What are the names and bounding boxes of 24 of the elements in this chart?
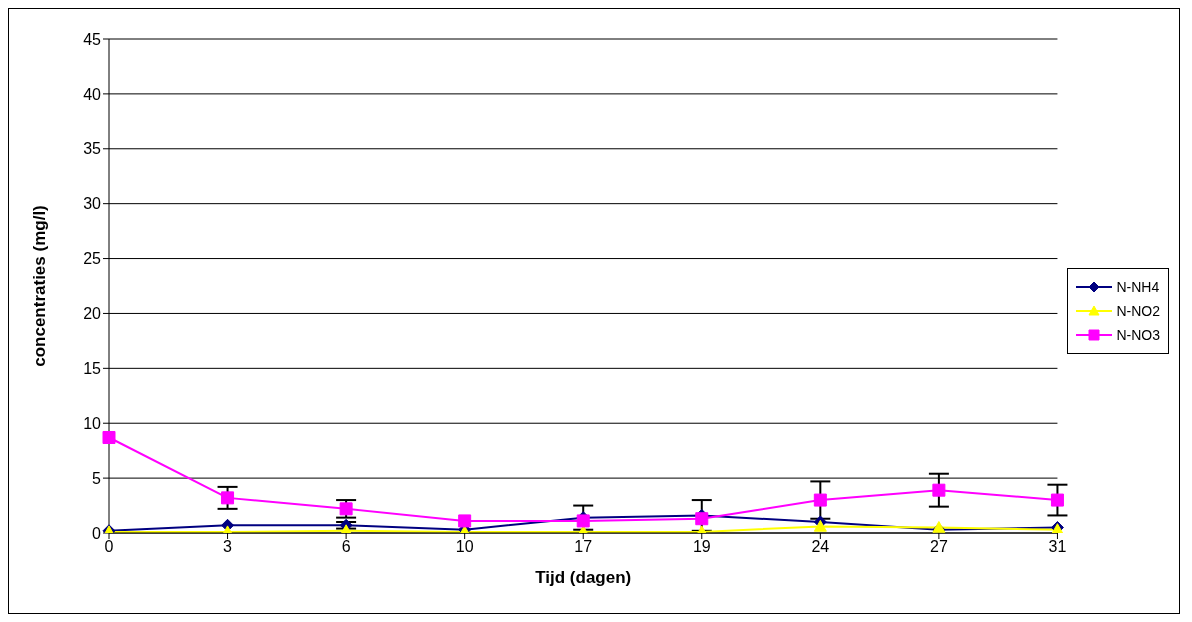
- x-tick-label: 17: [574, 538, 593, 556]
- x-axis-title: Tijd (dagen): [535, 568, 632, 587]
- y-tick-label: 5: [92, 469, 102, 487]
- y-tick-label: 25: [83, 250, 102, 268]
- y-tick-label: 10: [83, 414, 102, 432]
- x-tick-label: 0: [104, 538, 114, 556]
- y-tick-label: 45: [83, 30, 102, 48]
- legend-label: N-NO3: [1116, 327, 1160, 343]
- x-tick-label: 19: [692, 538, 711, 556]
- x-tick-label: 6: [341, 538, 351, 556]
- x-tick-label: 10: [455, 538, 474, 556]
- y-tick-label: 40: [83, 85, 102, 103]
- y-tick-label: 0: [92, 524, 102, 542]
- y-tick-label: 35: [83, 140, 102, 158]
- x-tick-label: 3: [223, 538, 233, 556]
- x-tick-label: 31: [1048, 538, 1067, 556]
- legend-label: N-NO2: [1116, 303, 1160, 319]
- x-tick-label: 24: [811, 538, 830, 556]
- x-tick-label: 27: [929, 538, 948, 556]
- y-axis-title: concentraties (mg/l): [30, 205, 50, 367]
- y-tick-label: 30: [83, 195, 102, 213]
- legend-label: N-NH4: [1116, 279, 1160, 295]
- y-tick-label: 20: [83, 305, 102, 323]
- y-tick-label: 15: [83, 360, 102, 378]
